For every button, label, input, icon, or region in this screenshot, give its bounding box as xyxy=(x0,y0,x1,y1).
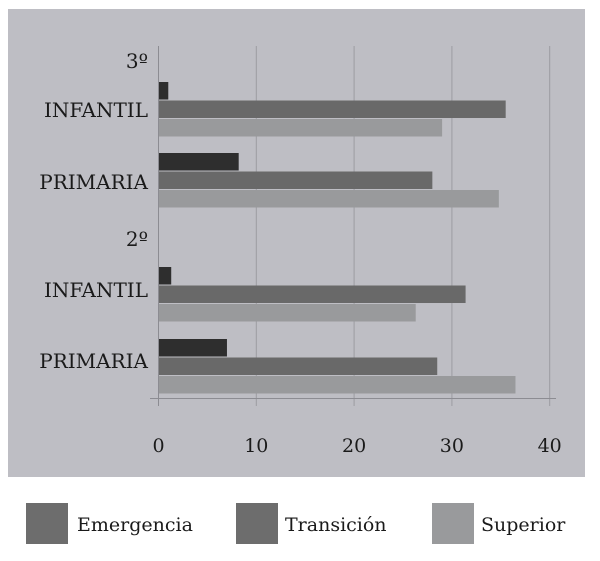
legend-swatch-emergencia xyxy=(26,503,68,544)
legend-label-emergencia: Emergencia xyxy=(77,514,193,536)
legend: Emergencia Transición Superior xyxy=(26,503,566,544)
legend-label-transicion: Transición xyxy=(285,514,387,536)
bar-2-primaria-superior xyxy=(158,376,516,394)
x-tick-label-0: 0 xyxy=(152,435,164,457)
group-label-3: 3º xyxy=(126,49,148,73)
bar-3-primaria-superior xyxy=(158,190,499,208)
bar-2-infantil-emergencia xyxy=(158,267,172,285)
bar-2-primaria-transicion xyxy=(158,357,438,375)
bar-3-infantil-transicion xyxy=(158,100,506,118)
bar-3-infantil-superior xyxy=(158,119,443,137)
x-axis-ticks: 0 10 20 30 40 xyxy=(152,435,561,457)
x-tick-label-40: 40 xyxy=(538,435,562,457)
category-label-2-primaria: PRIMARIA xyxy=(39,349,148,373)
bar-2-infantil-superior xyxy=(158,304,416,322)
bar-3-infantil-emergencia xyxy=(158,82,169,100)
legend-label-superior: Superior xyxy=(481,514,566,536)
legend-swatch-superior xyxy=(432,503,474,544)
category-label-3-infantil: INFANTIL xyxy=(44,98,148,122)
legend-swatch-transicion xyxy=(236,503,278,544)
x-tick-label-30: 30 xyxy=(440,435,464,457)
bar-3-primaria-transicion xyxy=(158,171,433,189)
category-label-2-infantil: INFANTIL xyxy=(44,278,148,302)
bar-2-primaria-emergencia xyxy=(158,339,227,357)
category-label-3-primaria: PRIMARIA xyxy=(39,170,148,194)
bars xyxy=(158,82,516,394)
x-tick-label-10: 10 xyxy=(244,435,268,457)
plot-background xyxy=(8,9,585,477)
bar-2-infantil-transicion xyxy=(158,285,466,303)
group-label-2: 2º xyxy=(126,227,148,251)
x-tick-label-20: 20 xyxy=(342,435,366,457)
bar-3-primaria-emergencia xyxy=(158,153,239,171)
